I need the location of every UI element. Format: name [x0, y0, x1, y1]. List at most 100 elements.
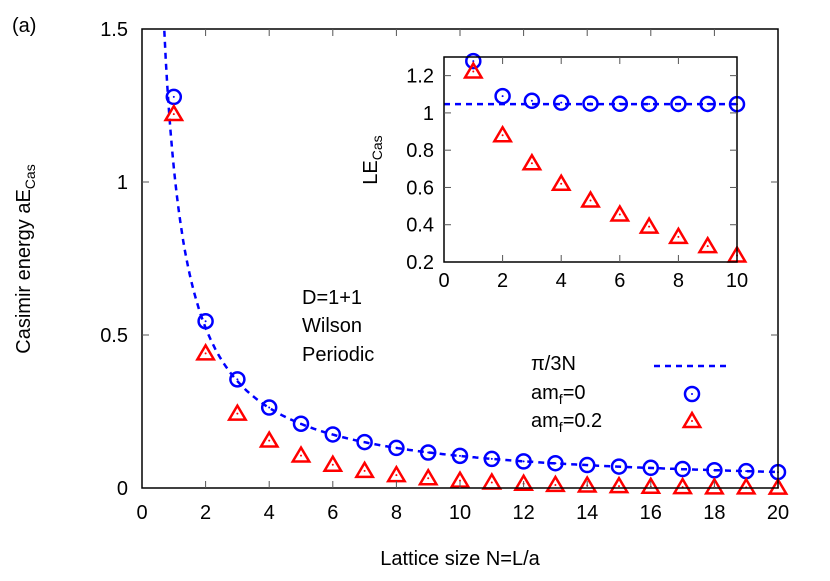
data-point-triangle [608, 475, 630, 494]
data-point-circle [674, 460, 691, 478]
data-point-triangle [226, 403, 248, 421]
data-point-circle-dot [618, 465, 620, 468]
data-point-triangle-dot [300, 454, 302, 457]
data-point-triangle [258, 430, 280, 448]
data-point-circle-dot [427, 451, 430, 454]
data-point-circle-dot [490, 457, 493, 460]
annotation-fermion: Wilson [302, 315, 362, 337]
x-tick-label: 2 [497, 270, 508, 292]
data-point-circle [515, 453, 532, 470]
data-point-circle [451, 447, 469, 465]
data-point-triangle-dot [530, 162, 533, 165]
data-point-triangle-dot [618, 485, 620, 488]
legend-label-series-1: amf=0.2 [531, 410, 602, 435]
data-point-triangle-dot [331, 463, 334, 466]
data-point-circle [292, 415, 310, 432]
data-point-circle-dot [459, 454, 461, 457]
data-point-triangle-dot [648, 225, 651, 228]
legend-triangle-dot [691, 420, 693, 422]
data-point-circle-dot [300, 422, 302, 425]
data-point-circle-dot [268, 406, 271, 409]
x-tick-label: 4 [556, 270, 567, 292]
data-point-circle-dot [586, 464, 589, 467]
data-point-circle-dot [677, 102, 680, 105]
data-point-circle [578, 456, 596, 474]
data-point-circle [419, 444, 437, 461]
data-point-circle [465, 52, 482, 70]
data-point-triangle-dot [172, 113, 175, 116]
x-tick-label: 12 [512, 502, 534, 524]
data-point-circle [547, 454, 564, 472]
data-point-triangle [640, 476, 662, 495]
x-tick-label: 10 [449, 502, 471, 524]
y-tick-label: 1 [117, 172, 128, 194]
data-point-triangle-dot [427, 477, 430, 480]
data-point-triangle [667, 226, 689, 245]
x-tick-label: 0 [438, 270, 449, 292]
data-point-circle [640, 95, 658, 113]
data-point-triangle [609, 204, 631, 222]
data-point-circle [324, 426, 342, 443]
data-point-triangle [521, 152, 543, 171]
x-tick-label: 16 [640, 502, 662, 524]
data-point-circle [610, 458, 628, 475]
data-point-triangle-dot [554, 483, 557, 486]
data-point-triangle [322, 454, 344, 472]
y-tick-label: 0 [117, 478, 128, 500]
x-tick-label: 18 [703, 502, 725, 524]
legend-label-curve: π/3N [531, 353, 576, 375]
x-tick-label: 14 [576, 502, 598, 524]
data-point-triangle-dot [268, 439, 271, 442]
data-point-triangle [735, 476, 757, 495]
data-point-circle-dot [363, 441, 366, 444]
inset-background [444, 57, 737, 262]
data-point-triangle-dot [490, 481, 493, 484]
data-point-triangle [697, 235, 719, 254]
data-point-circle-dot [681, 468, 684, 471]
x-tick-label: 8 [673, 270, 684, 292]
data-point-circle-dot [204, 320, 207, 323]
annotation: D=1+1 Wilson Periodic [302, 287, 374, 366]
data-point-circle [388, 439, 405, 457]
x-tick-label: 6 [614, 270, 625, 292]
y-tick-label: 0.2 [406, 252, 434, 274]
data-point-triangle [417, 467, 439, 486]
data-point-triangle [195, 342, 217, 361]
data-point-circle-dot [522, 460, 525, 463]
data-point-circle [197, 312, 214, 330]
legend-marker-circle [683, 385, 701, 403]
annotation-dimension: D=1+1 [302, 287, 362, 309]
data-point-triangle [550, 173, 572, 191]
y-tick-label: 1 [423, 103, 434, 125]
data-point-circle-dot [649, 466, 652, 469]
data-point-triangle [638, 216, 660, 234]
data-point-circle [523, 92, 541, 110]
annotation-boundary: Periodic [302, 344, 374, 366]
data-point-triangle-dot [363, 469, 366, 472]
data-point-circle-dot [236, 378, 239, 381]
inset-plot: 0 2 4 6 8 10 0.2 0.4 0.6 0.8 1 1.2 [406, 52, 748, 292]
data-point-triangle [290, 445, 312, 463]
panel-label: (a) [12, 15, 36, 37]
data-point-triangle-dot [236, 412, 239, 415]
legend-triangle [681, 410, 703, 429]
legend-label-series-0: amf=0 [531, 382, 586, 407]
data-point-triangle-dot [677, 235, 680, 238]
data-point-triangle-dot [706, 245, 709, 248]
data-point-circle-dot [713, 469, 716, 472]
data-point-circle-dot [172, 95, 175, 98]
data-point-triangle [163, 103, 185, 122]
data-point-circle [611, 95, 629, 113]
data-point-triangle-dot [618, 213, 621, 216]
x-tick-label: 4 [264, 502, 275, 524]
x-tick-label: 0 [136, 502, 147, 524]
data-point-triangle-dot [472, 70, 475, 73]
data-point-triangle-dot [395, 474, 398, 477]
data-point-triangle [767, 477, 789, 495]
y-axis-label: Casimir energy aECas [13, 164, 38, 353]
x-tick-label: 20 [767, 502, 789, 524]
plot-frame [443, 56, 738, 263]
data-point-triangle-dot [501, 134, 504, 137]
data-point-circle-dot [589, 102, 592, 105]
